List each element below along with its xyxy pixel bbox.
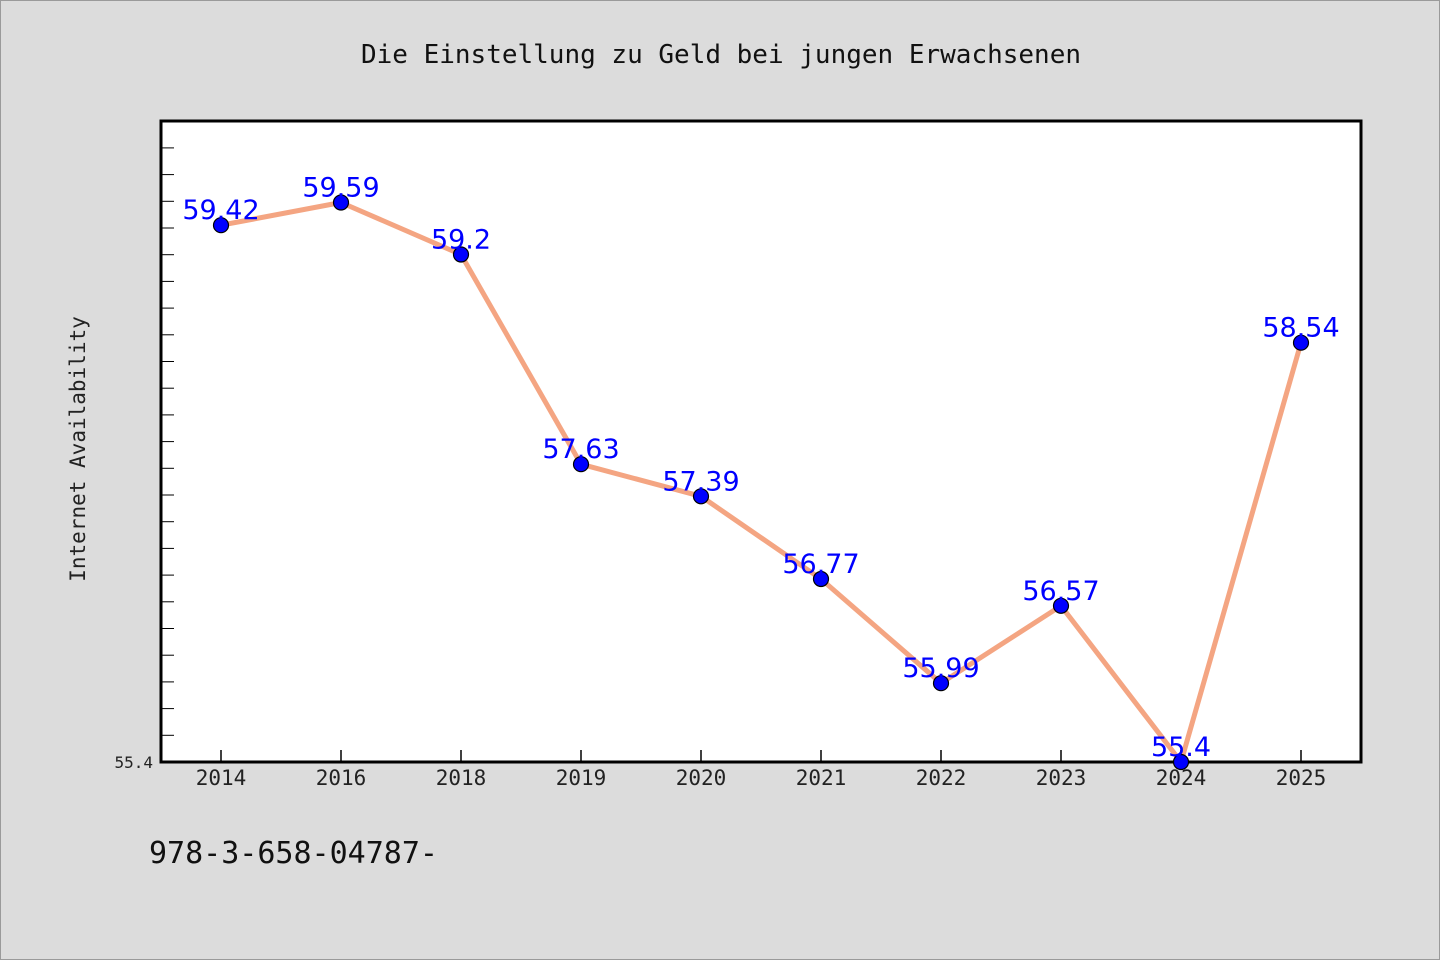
series-line (220, 200, 1304, 765)
y-tick-label: 55.4 (114, 753, 153, 772)
data-label: 59.59 (302, 173, 379, 204)
y-axis-minor-ticks (161, 147, 174, 763)
data-point (1052, 597, 1070, 614)
plot-area (159, 119, 1363, 764)
x-tick-label: 2014 (196, 766, 247, 790)
data-label: 59.2 (431, 225, 491, 256)
data-point (332, 194, 350, 211)
data-label: 56.57 (1022, 576, 1099, 607)
data-label: 56.77 (782, 549, 859, 580)
data-label: 58.54 (1262, 313, 1339, 344)
footer-note: 978-3-658-04787- (149, 836, 438, 871)
data-point (812, 570, 830, 588)
data-point (1292, 334, 1310, 351)
data-label: 57.63 (542, 434, 619, 465)
data-point (212, 217, 230, 234)
data-label: 55.4 (1151, 732, 1211, 763)
series-markers (212, 194, 1310, 771)
y-axis-label: Internet Availability (66, 316, 90, 582)
chart-title: Die Einstellung zu Geld bei jungen Erwac… (361, 40, 1081, 70)
data-label: 55.99 (902, 653, 979, 684)
x-tick-label: 2025 (1276, 766, 1327, 790)
x-tick-label: 2023 (1036, 766, 1087, 790)
data-point (1172, 753, 1190, 771)
data-point (452, 246, 470, 263)
data-point (692, 488, 710, 505)
x-tick-label: 2022 (916, 766, 967, 790)
x-tick-label: 2016 (316, 766, 367, 790)
data-point (932, 675, 950, 692)
x-tick-label: 2019 (556, 766, 607, 790)
x-axis-tick-labels: 2014 2016 2018 2019 2020 2021 2022 2023 2024 2025 (196, 766, 1327, 790)
x-tick-label: 2020 (676, 766, 727, 790)
y-axis-tick-labels: 55.4 (114, 753, 153, 772)
data-labels: 59.42 59.59 59.2 57.63 57.39 56.77 55.99 56.57 5… (182, 173, 1339, 764)
data-point (572, 456, 590, 473)
x-tick-label: 2021 (796, 766, 847, 790)
data-label: 59.42 (182, 195, 259, 226)
data-label: 57.39 (662, 466, 739, 497)
x-tick-label: 2018 (436, 766, 487, 790)
